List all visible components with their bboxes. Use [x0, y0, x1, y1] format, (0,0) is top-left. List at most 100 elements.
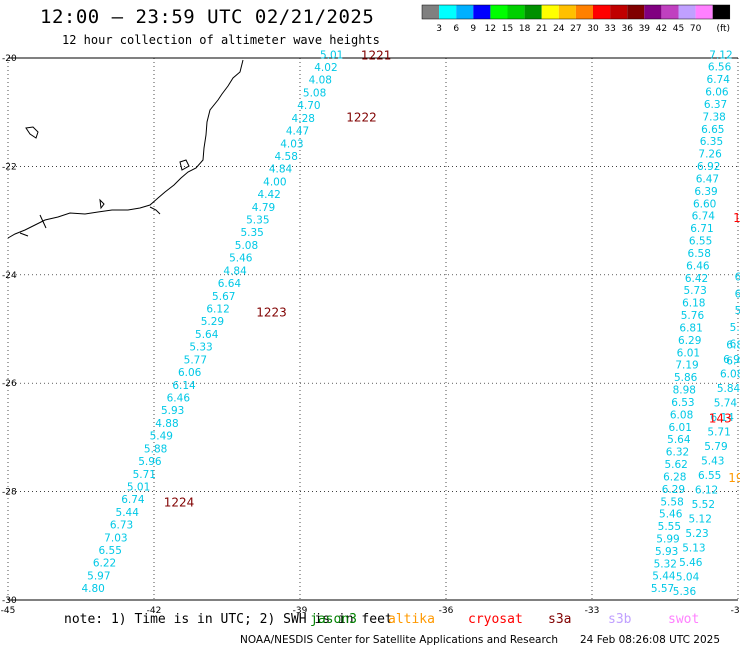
swh-value: 4.42 — [257, 189, 280, 201]
colorbar-swatch — [558, 5, 576, 19]
colorbar-swatch — [507, 5, 525, 19]
swh-value: 6.37 — [704, 99, 727, 111]
footer-note: note: 1) Time is in UTC; 2) SWH is in fe… — [64, 612, 393, 627]
swh-value: 5.86 — [674, 372, 698, 384]
swh-value: 5.35 — [246, 215, 269, 227]
swh-value: 6.65 — [701, 124, 724, 136]
swh-value: 6.60 — [693, 198, 716, 210]
x-tick-label: -30 — [731, 606, 740, 616]
swh-value: 4.79 — [252, 202, 275, 214]
colorbar-tick-label: 30 — [587, 24, 599, 34]
colorbar-swatch — [610, 5, 628, 19]
swh-value: 4.28 — [292, 113, 315, 125]
satellite-legend-s3a: s3a — [548, 612, 572, 627]
south-america-coastline — [7, 59, 244, 239]
swh-value: 5.99 — [656, 533, 679, 545]
coastline-detail — [19, 159, 190, 237]
swh-value: 5.01 — [127, 481, 150, 493]
swh-value: 7.03 — [104, 532, 127, 544]
swh-value: 6.18 — [682, 298, 705, 310]
swh-value: 6.74 — [121, 494, 145, 506]
swh-value: 5.79 — [704, 441, 727, 453]
swh-value: 5.64 — [667, 434, 691, 446]
y-tick-label: -22 — [2, 162, 17, 172]
colorbar-tick-label: 45 — [673, 24, 684, 34]
colorbar-unit: (ft) — [716, 24, 730, 34]
swh-value: 5.74 — [714, 397, 738, 409]
colorbar-tick-label: 39 — [639, 24, 651, 34]
page-title: 12:00 – 23:59 UTC 02/21/2025 — [40, 6, 375, 28]
swh-value: 5.08 — [235, 240, 258, 252]
swh-value: 6.39 — [694, 186, 717, 198]
colorbar-swatch — [456, 5, 474, 19]
swh-value: 5.77 — [184, 354, 207, 366]
credit-text: NOAA/NESDIS Center for Satellite Applica… — [240, 634, 558, 646]
swh-value: 6.71 — [690, 223, 713, 235]
colorbar-tick-label: 36 — [621, 24, 633, 34]
swh-value: 6 — [735, 288, 740, 300]
swh-value: 5.97 — [87, 570, 110, 582]
swh-value: 5.35 — [240, 227, 263, 239]
color-scale-legend: 3 6 9 12 15 18 21 24 27 30 33 36 39 42 45 70 (ft) — [421, 4, 731, 34]
colorbar-tick-label: 33 — [604, 24, 615, 34]
swh-value: 6.58 — [688, 248, 711, 260]
colorbar-swatch — [712, 5, 730, 19]
swh-value: 5.9 — [730, 322, 740, 334]
swh-value: 6.35 — [700, 136, 723, 148]
colorbar-swatch — [422, 5, 440, 19]
swh-value: 6.74 — [692, 211, 716, 223]
colorbar-swatch — [593, 5, 611, 19]
colorbar-swatch — [695, 5, 713, 19]
colorbar-tick-label: 3 — [436, 24, 442, 34]
swh-value: 7.19 — [675, 360, 698, 372]
swh-value: 6.56 — [708, 62, 732, 74]
coastline — [7, 59, 244, 239]
colorbar-tick-label: 6 — [453, 24, 459, 34]
pass-number-label: 1223 — [256, 306, 287, 320]
altimeter-tracks: 5.014.024.085.084.704.284.474.034.584.84… — [81, 49, 740, 598]
map-grid: -45 -42 -39 -36 -33 -30 -20 -22 -24 -26 -28 -30 — [1, 54, 740, 616]
pass-number-label: 1 — [733, 211, 740, 225]
swh-value: 6.29 — [662, 484, 685, 496]
swh-value: 6.14 — [711, 412, 735, 424]
colorbar-tick-label: 15 — [502, 24, 513, 34]
swh-value: 4.47 — [286, 126, 309, 138]
colorbar-swatch — [490, 5, 508, 19]
swh-value: 5.04 — [676, 571, 700, 583]
swh-value: 5.73 — [683, 285, 706, 297]
colorbar-swatch — [678, 5, 696, 19]
swh-value: 6.08 — [670, 409, 693, 421]
swh-value: 5.84 — [717, 383, 740, 395]
colorbar-swatch — [627, 5, 645, 19]
swh-value: 5.49 — [150, 431, 173, 443]
swh-value: 5.43 — [701, 455, 724, 467]
generated-time: 24 Feb 08:26:08 UTC 2025 — [580, 634, 720, 646]
page-subtitle: 12 hour collection of altimeter wave hei… — [62, 33, 380, 47]
pass-number-label: 1224 — [164, 495, 195, 509]
swh-value: 5.32 — [654, 558, 677, 570]
colorbar-swatch — [524, 5, 542, 19]
satellite-legend-cryosat: cryosat — [468, 612, 523, 627]
swh-value: 5.46 — [229, 253, 253, 265]
swh-value: 5.23 — [685, 528, 708, 540]
y-tick-label: -24 — [2, 271, 17, 281]
swh-value: 6.29 — [678, 335, 701, 347]
swh-value: 5.88 — [144, 443, 167, 455]
swh-value: 5.29 — [201, 316, 224, 328]
swh-value: 5 — [735, 305, 740, 317]
satellite-legend-jason3: jason3 — [310, 612, 357, 627]
swh-value: 5.76 — [681, 310, 705, 322]
swh-value: 6.42 — [685, 273, 708, 285]
colorbar-swatch — [575, 5, 593, 19]
swh-value: 5.44 — [116, 507, 140, 519]
swh-value: 6.44 — [726, 356, 740, 368]
swh-value: 4.80 — [81, 583, 104, 595]
colorbar-tick-label: 27 — [570, 24, 581, 34]
pass-number-label: 143 — [709, 411, 732, 425]
y-tick-label: -20 — [2, 54, 17, 64]
swh-value: 6.12 — [206, 304, 229, 316]
swh-value: 5.13 — [682, 542, 705, 554]
y-tick-label: -28 — [2, 488, 17, 498]
swh-value: 4.88 — [155, 418, 178, 430]
